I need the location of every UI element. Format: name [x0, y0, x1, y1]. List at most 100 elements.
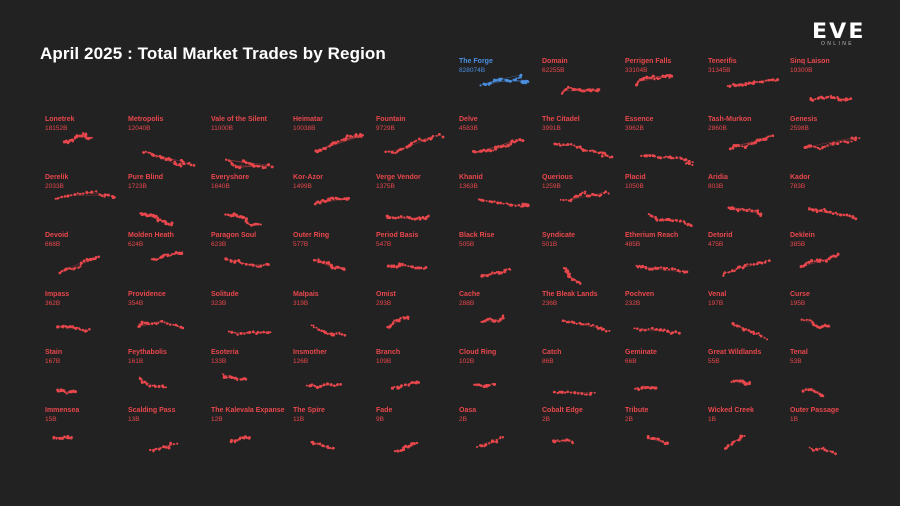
region-value: 11B [293, 416, 305, 423]
system-dot [815, 210, 819, 214]
system-dot [567, 320, 570, 324]
system-dot [837, 98, 841, 102]
region-name: Malpais [293, 291, 319, 298]
system-dot [492, 440, 495, 443]
system-dot [244, 161, 248, 165]
region-value: 126B [293, 358, 309, 365]
system-dot [183, 163, 186, 165]
region-map [224, 257, 270, 269]
region-value: 15B [45, 416, 57, 423]
system-dot [79, 192, 82, 196]
system-dot [670, 331, 675, 335]
system-dot [814, 98, 817, 101]
system-dot [241, 262, 244, 265]
region-panel: Detorid 475B [708, 232, 786, 288]
system-dot [85, 133, 88, 136]
region-name: Tash-Murkon [708, 116, 752, 123]
region-name: Tribute [625, 407, 649, 414]
region-map [635, 264, 689, 274]
system-dot [827, 95, 830, 99]
system-dot [515, 139, 519, 143]
system-dot [665, 266, 669, 270]
system-dot [827, 257, 831, 261]
system-dot [741, 145, 744, 148]
region-map [559, 190, 610, 203]
system-dot [106, 193, 110, 197]
system-dot [256, 165, 260, 168]
system-dot [633, 327, 636, 330]
system-dot [584, 190, 587, 193]
region-map [633, 326, 681, 335]
region-panel: Geminate 66B [625, 349, 703, 405]
system-dot [758, 80, 762, 84]
system-dot [231, 440, 234, 442]
system-dot [225, 376, 228, 379]
system-dot [849, 97, 853, 100]
region-name: Providence [128, 291, 166, 298]
system-dot [829, 142, 832, 145]
system-dot [651, 385, 654, 389]
system-dot [410, 442, 414, 446]
system-dot [766, 338, 769, 341]
system-dot [431, 134, 435, 138]
region-panel: Khanid 1363B [459, 174, 537, 230]
region-map [477, 198, 530, 208]
system-dot [650, 215, 654, 218]
system-dot [230, 375, 234, 380]
system-dot [322, 260, 326, 263]
system-dot [489, 149, 493, 153]
region-map [393, 441, 419, 453]
system-dot [441, 135, 445, 139]
system-dot [527, 81, 530, 83]
system-dot [640, 154, 643, 158]
logo-subtitle: ONLINE [821, 41, 855, 47]
system-dot [417, 137, 421, 141]
region-panel: Vale of the Silent 11000B [211, 116, 289, 172]
system-dot [656, 77, 660, 81]
system-dot [852, 137, 855, 140]
system-dot [745, 144, 748, 147]
system-dot [760, 139, 763, 142]
system-dot [170, 158, 173, 161]
system-dot [605, 191, 607, 193]
system-dot [351, 135, 354, 138]
system-dot [808, 207, 811, 211]
region-name: Etherium Reach [625, 232, 679, 239]
system-dot [752, 80, 756, 84]
system-dot [514, 205, 517, 208]
region-panel: Period Basis 547B [376, 232, 454, 288]
system-dot [229, 259, 233, 263]
system-dot [63, 435, 66, 439]
region-map [634, 73, 674, 87]
system-dot [691, 161, 694, 164]
system-dot [312, 324, 315, 327]
logo-mark: EVE [812, 19, 866, 43]
system-dot [337, 266, 341, 269]
system-dot [473, 150, 477, 154]
region-panel: Devoid 668B [45, 232, 123, 288]
system-dot [349, 134, 352, 138]
region-panel: Molden Heath 624B [128, 232, 206, 288]
system-dot [164, 386, 167, 389]
system-dot [338, 333, 341, 336]
system-dot [192, 164, 196, 167]
system-dot [564, 87, 568, 91]
system-dot [832, 254, 835, 258]
system-dot [747, 81, 751, 85]
system-dot [167, 222, 171, 226]
system-dot [747, 329, 751, 332]
system-dot [244, 262, 248, 266]
system-dot [140, 378, 143, 381]
system-dot [662, 75, 665, 78]
system-dot [674, 330, 678, 334]
system-dot [166, 254, 170, 258]
system-dot [505, 268, 508, 271]
region-map [138, 376, 167, 389]
system-dot [143, 380, 147, 384]
system-dot [163, 321, 166, 324]
system-dot [331, 141, 335, 145]
region-map [730, 379, 751, 386]
gate-link [738, 137, 767, 146]
system-dot [392, 216, 395, 220]
system-dot [151, 384, 154, 387]
